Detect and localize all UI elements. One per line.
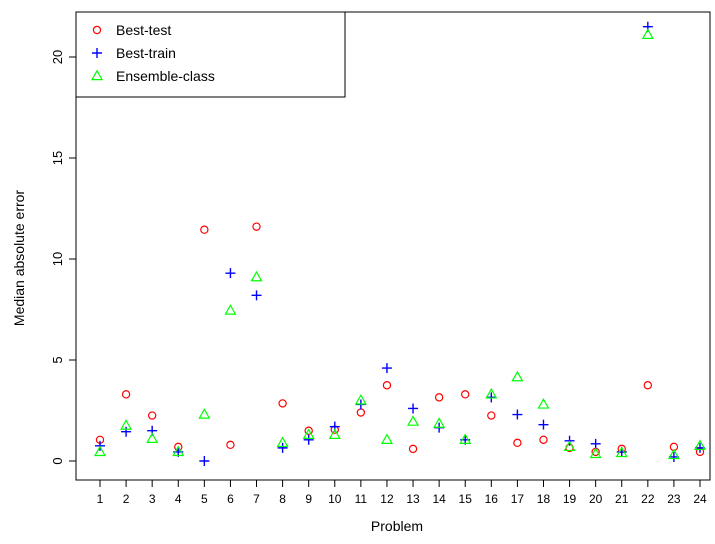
ensemble-class-point	[302, 428, 315, 439]
x-tick-label: 16	[485, 492, 499, 506]
ensemble-class-point	[380, 433, 393, 444]
best-train-point	[225, 268, 236, 279]
best-train-point	[277, 442, 288, 453]
best-train-point	[538, 419, 549, 430]
x-tick-label: 17	[511, 492, 525, 506]
best-test-point	[356, 408, 366, 417]
y-tick-label: 20	[50, 50, 65, 64]
ensemble-class-point	[354, 393, 367, 405]
ensemble-class-point	[485, 387, 498, 399]
legend-ensemble-class-label: Ensemble-class	[116, 68, 215, 84]
x-tick-label: 3	[149, 492, 156, 506]
best-train-point	[408, 403, 419, 414]
ensemble-class-point	[328, 428, 341, 439]
ensemble-class-point	[93, 445, 107, 457]
legend-ensemble-class-icon	[90, 69, 104, 81]
x-tick-label: 6	[227, 492, 234, 506]
best-test-point	[434, 393, 444, 402]
best-test-point	[408, 444, 418, 454]
x-tick-label: 20	[589, 492, 603, 506]
x-tick-label: 18	[537, 492, 551, 506]
best-test-point	[487, 411, 496, 420]
best-test-point	[304, 426, 313, 435]
legend-box	[75, 11, 346, 98]
ensemble-class-point	[120, 419, 133, 430]
x-tick-label: 10	[328, 492, 342, 506]
x-tick-label: 24	[693, 492, 707, 506]
x-tick-label: 13	[406, 492, 420, 506]
ensemble-class-point	[563, 440, 576, 452]
ensemble-class-point	[615, 446, 628, 458]
x-tick-label: 23	[667, 492, 681, 506]
best-train-point	[251, 290, 262, 301]
ensemble-class-point	[693, 439, 707, 451]
best-test-point	[226, 440, 235, 450]
x-tick-label: 14	[432, 492, 446, 506]
ensemble-class-point	[407, 415, 420, 426]
ensemble-class-point	[433, 417, 446, 428]
best-test-point	[513, 438, 522, 448]
ensemble-class-point	[250, 270, 263, 282]
x-tick-label: 22	[641, 492, 655, 506]
best-test-point	[382, 381, 392, 390]
best-train-point	[695, 442, 705, 453]
ensemble-class-point	[459, 433, 472, 444]
best-test-point	[200, 225, 209, 234]
x-tick-label: 1	[97, 492, 104, 506]
y-tick-label: 10	[50, 252, 65, 266]
ensemble-class-point	[537, 398, 550, 409]
x-tick-label: 15	[459, 492, 473, 506]
ensemble-class-point	[172, 445, 185, 457]
best-test-point	[252, 222, 261, 231]
y-axis-label: Median absolute error	[11, 190, 27, 327]
best-train-point	[668, 451, 679, 462]
best-test-point	[539, 435, 548, 444]
legend-best-test-icon	[92, 25, 102, 35]
x-tick-label: 11	[355, 492, 368, 506]
best-train-point	[512, 409, 523, 420]
legend-best-test-label: Best-test	[116, 22, 171, 38]
ensemble-class-point	[146, 432, 159, 443]
x-axis-label: Problem	[371, 518, 423, 534]
ensemble-class-point	[589, 447, 602, 459]
best-train-point	[121, 426, 132, 437]
best-test-point	[643, 381, 653, 390]
ensemble-class-point	[276, 436, 289, 448]
best-train-point	[303, 434, 314, 445]
best-test-point	[121, 390, 131, 399]
ensemble-class-point	[224, 304, 237, 315]
ensemble-class-point	[198, 408, 211, 419]
y-tick-label: 5	[50, 356, 65, 363]
legend-best-train-icon	[92, 48, 102, 58]
x-tick-label: 2	[123, 492, 130, 506]
best-train-point	[199, 456, 210, 466]
x-axis: 1 2 3 4 5 6 7 8 9 10 11 12 13 14 15 16 17 18 19 20 21 22 23 24	[97, 480, 707, 506]
x-tick-label: 21	[615, 492, 629, 506]
x-tick-label: 12	[380, 492, 394, 506]
x-tick-label: 8	[279, 492, 286, 506]
legend-best-train-label: Best-train	[116, 45, 176, 61]
x-tick-label: 5	[201, 492, 208, 506]
best-train-point	[381, 363, 392, 374]
x-tick-label: 7	[253, 492, 260, 506]
plot-frame	[75, 11, 711, 481]
y-tick-label: 0	[50, 457, 65, 464]
ensemble-class-point	[667, 448, 680, 460]
ensemble-class-point	[641, 28, 654, 39]
best-train-point	[590, 438, 601, 449]
x-tick-label: 19	[563, 492, 577, 506]
ensemble-class-point	[511, 370, 524, 382]
best-test-point	[461, 390, 470, 399]
best-test-point	[147, 411, 157, 420]
data-points	[93, 21, 707, 466]
x-tick-label: 9	[305, 492, 312, 506]
y-tick-label: 15	[50, 151, 65, 165]
y-axis: 0 5 10 15 20	[50, 50, 76, 465]
best-test-point	[278, 399, 287, 408]
legend: Best-test Best-train Ensemble-class	[75, 11, 346, 98]
x-tick-label: 4	[175, 492, 182, 506]
